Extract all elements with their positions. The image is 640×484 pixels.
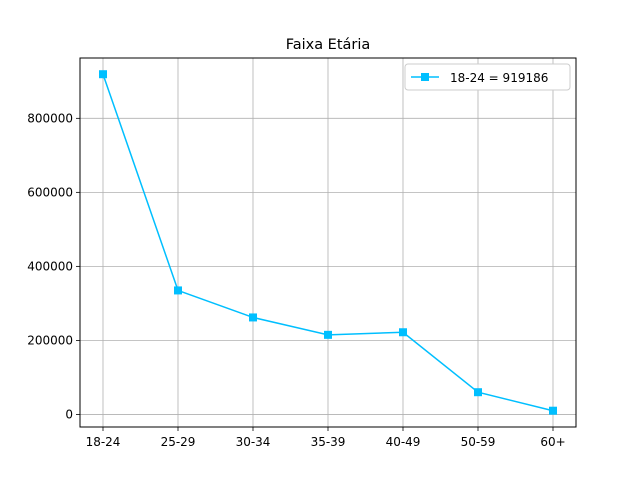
x-tick-label: 30-34	[236, 435, 271, 449]
data-point-marker	[249, 313, 257, 322]
x-tick-label: 35-39	[311, 435, 346, 449]
plot-area-frame	[79, 57, 577, 428]
x-tick-label: 25-29	[161, 435, 196, 449]
y-tick-label: 800000	[27, 111, 73, 125]
legend-series-label: 18-24 = 919186	[450, 71, 548, 85]
grid-lines	[80, 58, 576, 427]
y-tick-label: 600000	[27, 185, 73, 199]
series-layer	[99, 70, 557, 415]
chart-title: Faixa Etária	[286, 37, 371, 53]
x-tick-label: 60+	[540, 435, 565, 449]
legend: 18-24 = 919186	[404, 63, 571, 91]
data-point-marker	[549, 406, 557, 415]
axis-ticks: 18-24 25-29 30-34 35-39 40-49 50-59 60+ 0 200000…	[27, 111, 565, 449]
y-tick-label: 400000	[27, 259, 73, 273]
y-tick-label: 0	[65, 407, 73, 421]
data-point-marker	[174, 286, 182, 295]
data-point-marker	[399, 328, 407, 337]
data-point-marker	[324, 330, 332, 339]
data-point-marker	[474, 388, 482, 397]
x-tick-label: 40-49	[386, 435, 421, 449]
x-tick-label: 50-59	[461, 435, 496, 449]
legend-box	[404, 63, 571, 91]
x-tick-label: 18-24	[86, 435, 121, 449]
data-point-marker	[99, 70, 107, 79]
legend-series-marker	[421, 73, 429, 81]
y-tick-label: 200000	[27, 333, 73, 347]
